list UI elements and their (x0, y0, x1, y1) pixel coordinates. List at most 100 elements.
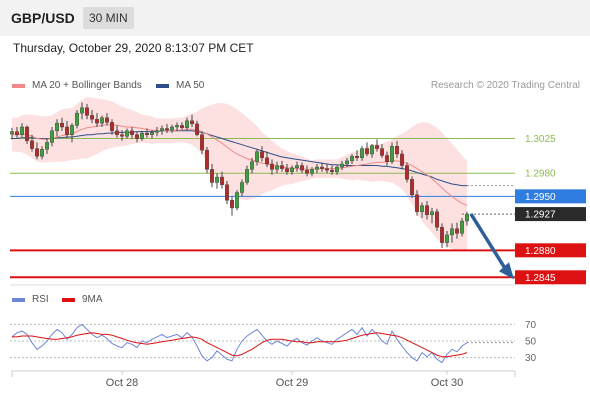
x-tick-label: Oct 30 (431, 377, 463, 389)
candle-body (345, 160, 350, 165)
candle-body (300, 165, 305, 171)
candle-body (214, 176, 219, 183)
candle-body (94, 119, 99, 124)
candle-body (124, 130, 129, 137)
candle-body (229, 200, 234, 209)
candle-body (164, 128, 169, 131)
ma50-swatch (156, 83, 169, 88)
rsi-panel: 70 50 30 (10, 284, 537, 364)
legend-rsi-label: RSI (32, 294, 49, 305)
chart-credit: Research © 2020 Trading Central (430, 80, 580, 91)
candle-body (340, 163, 345, 168)
legend-ma50: MA 50 (156, 80, 204, 91)
candle-body (270, 163, 275, 170)
candle-body (14, 131, 19, 135)
candle-body (179, 125, 184, 128)
candle-body (20, 126, 25, 135)
level-labels: 1.3025 1.2980 1.2950 1.2927 1.2880 1.2845 (515, 134, 586, 285)
candle-body (89, 115, 94, 120)
candle-body (415, 194, 420, 212)
candle-body (320, 166, 325, 169)
rsi-level-label-30: 30 (525, 353, 537, 364)
candle-body (114, 130, 119, 135)
candle-body (149, 132, 154, 135)
candle-body (174, 125, 179, 128)
rsi-swatch (12, 297, 25, 302)
projection-shaft (469, 213, 507, 270)
candle-body (315, 166, 320, 170)
last-price-label: 1.2927 (525, 210, 556, 221)
candle-body (99, 117, 104, 124)
candle-body (465, 213, 470, 222)
price-levels (10, 138, 515, 279)
candle-body (139, 132, 144, 139)
ma9-swatch (62, 297, 75, 302)
candle-body (460, 220, 465, 234)
candle-body (275, 165, 280, 170)
x-tick-label: Oct 29 (276, 377, 308, 389)
candle-body (380, 148, 385, 156)
candle-body (335, 166, 340, 172)
legend-ma9-label: 9MA (82, 294, 103, 305)
projection-arrow (469, 213, 514, 280)
candle-body (285, 168, 290, 172)
candle-body (290, 167, 295, 172)
candle-body (154, 130, 159, 133)
candle-body (60, 122, 65, 128)
candle-body (355, 156, 360, 159)
projection-arrowhead (499, 262, 514, 280)
chart-datetime: Thursday, October 29, 2020 8:13:07 PM CE… (13, 41, 254, 55)
bollinger-bands (12, 96, 467, 252)
candle-body (219, 176, 224, 185)
candle-body (440, 226, 445, 243)
candle-body (189, 120, 194, 125)
candle-body (184, 120, 189, 128)
candle-body (194, 123, 199, 135)
candle-body (30, 140, 35, 149)
candle-body (370, 145, 375, 155)
candle-body (420, 205, 425, 212)
candle-body (84, 107, 89, 116)
candle-body (109, 122, 114, 132)
candle-body (40, 149, 45, 157)
last-price-badge (515, 207, 586, 222)
rsi-line (11, 323, 468, 364)
candle-body (280, 165, 285, 169)
x-tick-label: Oct 28 (106, 377, 138, 389)
candle-body (64, 126, 69, 135)
candle-body (260, 151, 265, 159)
candle-body (330, 169, 335, 172)
candle-body (144, 132, 149, 135)
candle-body (265, 157, 270, 165)
candle-body (119, 134, 124, 137)
level-badge-1.2880 (515, 243, 586, 258)
timeframe-badge[interactable]: 30 MIN (83, 7, 134, 29)
candle-body (325, 168, 330, 171)
level-label-1.3025: 1.3025 (525, 134, 556, 145)
candle-body (104, 117, 109, 123)
candle-body (50, 130, 55, 143)
candle-body (410, 179, 415, 196)
candle-body (425, 205, 430, 216)
candle-body (430, 211, 435, 216)
candlesticks (9, 102, 470, 248)
level-label-1.2950: 1.2950 (525, 192, 556, 203)
candle-body (74, 112, 79, 126)
level-label-1.2980: 1.2980 (525, 169, 556, 180)
candle-body (375, 145, 380, 149)
candle-body (234, 192, 239, 209)
rsi-ma9-line (12, 332, 468, 358)
candle-body (79, 107, 84, 114)
candle-body (385, 155, 390, 162)
candle-body (204, 149, 209, 170)
candle-body (455, 228, 460, 234)
x-axis: Oct 28 Oct 29 Oct 30 (11, 370, 516, 389)
candle-body (239, 182, 244, 193)
candle-body (390, 146, 395, 162)
legend-ma20-label: MA 20 + Bollinger Bands (32, 80, 142, 91)
candle-body (129, 130, 134, 135)
candle-body (445, 234, 450, 243)
instrument-pair: GBP/USD (11, 10, 75, 26)
candle-body (169, 126, 174, 131)
